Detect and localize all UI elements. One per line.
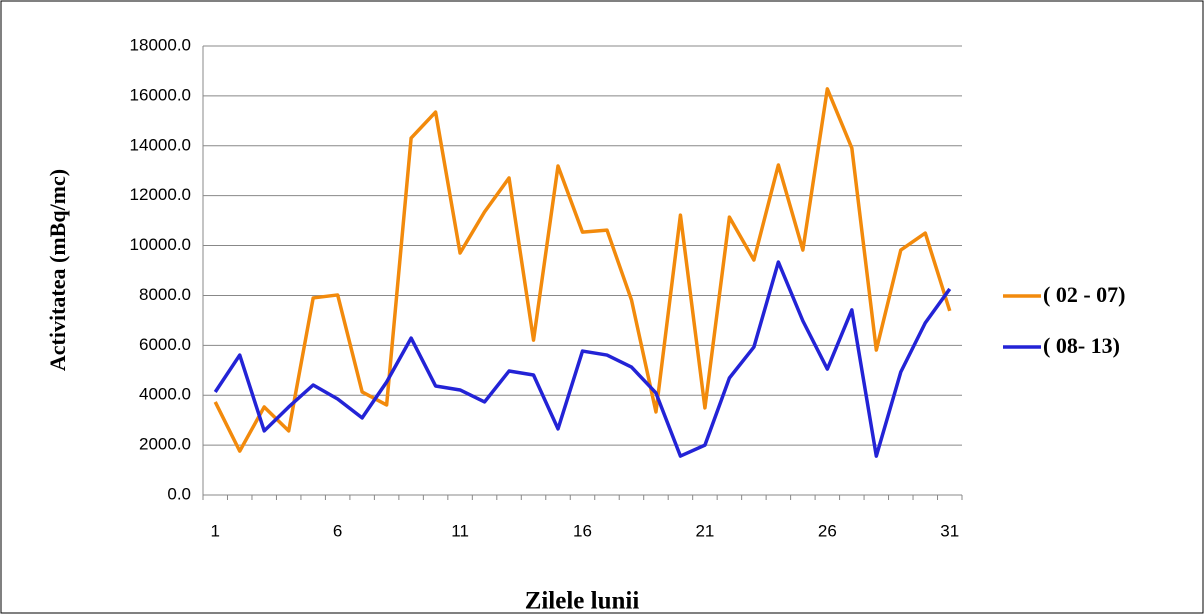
x-tick-label: 11: [451, 521, 469, 540]
series-line: [213, 87, 952, 453]
y-axis-title: Activitatea (mBq/mc): [45, 169, 70, 371]
y-tick-label: 14000.0: [130, 135, 191, 154]
y-tick-label: 18000.0: [130, 35, 191, 54]
legend-label: ( 02 - 07): [1043, 282, 1125, 307]
series-line: [213, 260, 952, 458]
y-tick-label: 10000.0: [130, 235, 191, 254]
x-tick-label: 21: [695, 521, 714, 540]
y-tick-label: 2000.0: [139, 435, 191, 454]
y-tick-label: 6000.0: [139, 335, 191, 354]
y-tick-label: 0.0: [167, 484, 191, 503]
legend-label: ( 08- 13): [1043, 333, 1120, 358]
y-tick-label: 16000.0: [130, 85, 191, 104]
x-tick-label: 16: [573, 521, 592, 540]
x-tick-label: 26: [818, 521, 837, 540]
x-tick-label: 1: [211, 521, 220, 540]
y-tick-label: 12000.0: [130, 185, 191, 204]
x-tick-label: 31: [940, 521, 959, 540]
x-axis-title: Zilele lunii: [525, 588, 640, 614]
y-tick-label: 8000.0: [139, 285, 191, 304]
y-tick-label: 4000.0: [139, 385, 191, 404]
x-tick-label: 6: [333, 521, 342, 540]
